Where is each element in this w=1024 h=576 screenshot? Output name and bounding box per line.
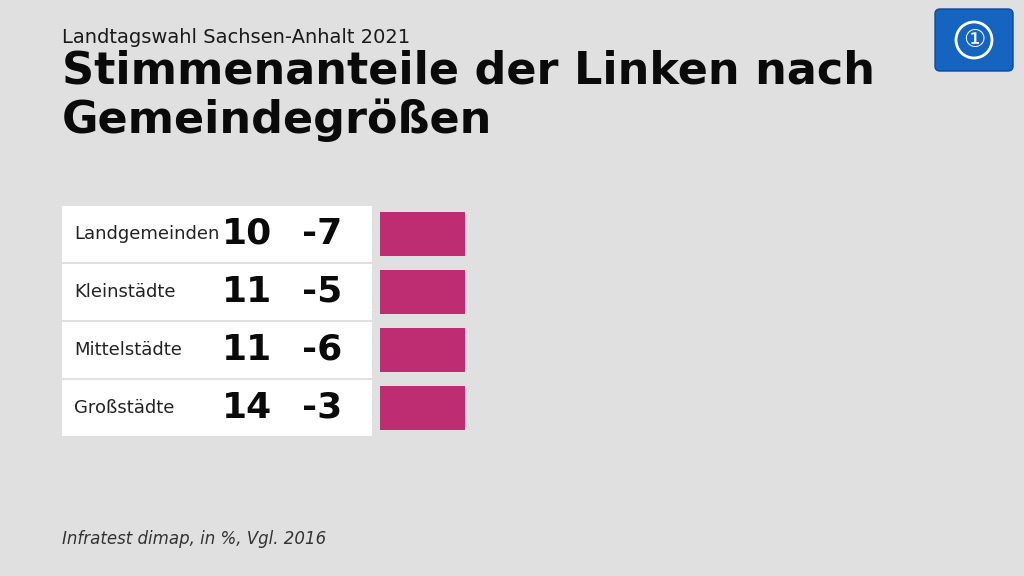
Text: Infratest dimap, in %, Vgl. 2016: Infratest dimap, in %, Vgl. 2016 (62, 530, 327, 548)
Text: 14: 14 (222, 391, 272, 425)
Bar (62, 264, 372, 320)
Text: Landtagswahl Sachsen-Anhalt 2021: Landtagswahl Sachsen-Anhalt 2021 (62, 28, 411, 47)
Text: -7: -7 (302, 217, 342, 251)
Bar (380, 386, 465, 430)
Text: -3: -3 (302, 391, 342, 425)
Text: Stimmenanteile der Linken nach
Gemeindegrößen: Stimmenanteile der Linken nach Gemeindeg… (62, 50, 874, 142)
Bar (62, 380, 372, 436)
Text: 10: 10 (222, 217, 272, 251)
Text: -6: -6 (302, 333, 342, 367)
Bar (62, 206, 372, 262)
FancyBboxPatch shape (935, 9, 1013, 71)
Text: Großstädte: Großstädte (74, 399, 174, 417)
Text: ①: ① (963, 28, 985, 52)
Text: 11: 11 (222, 275, 272, 309)
Bar (380, 270, 465, 314)
Text: Kleinstädte: Kleinstädte (74, 283, 175, 301)
Bar (62, 322, 372, 378)
Bar (380, 328, 465, 372)
Text: Mittelstädte: Mittelstädte (74, 341, 182, 359)
Bar (380, 212, 465, 256)
Text: 11: 11 (222, 333, 272, 367)
Text: -5: -5 (302, 275, 342, 309)
Text: Landgemeinden: Landgemeinden (74, 225, 219, 243)
